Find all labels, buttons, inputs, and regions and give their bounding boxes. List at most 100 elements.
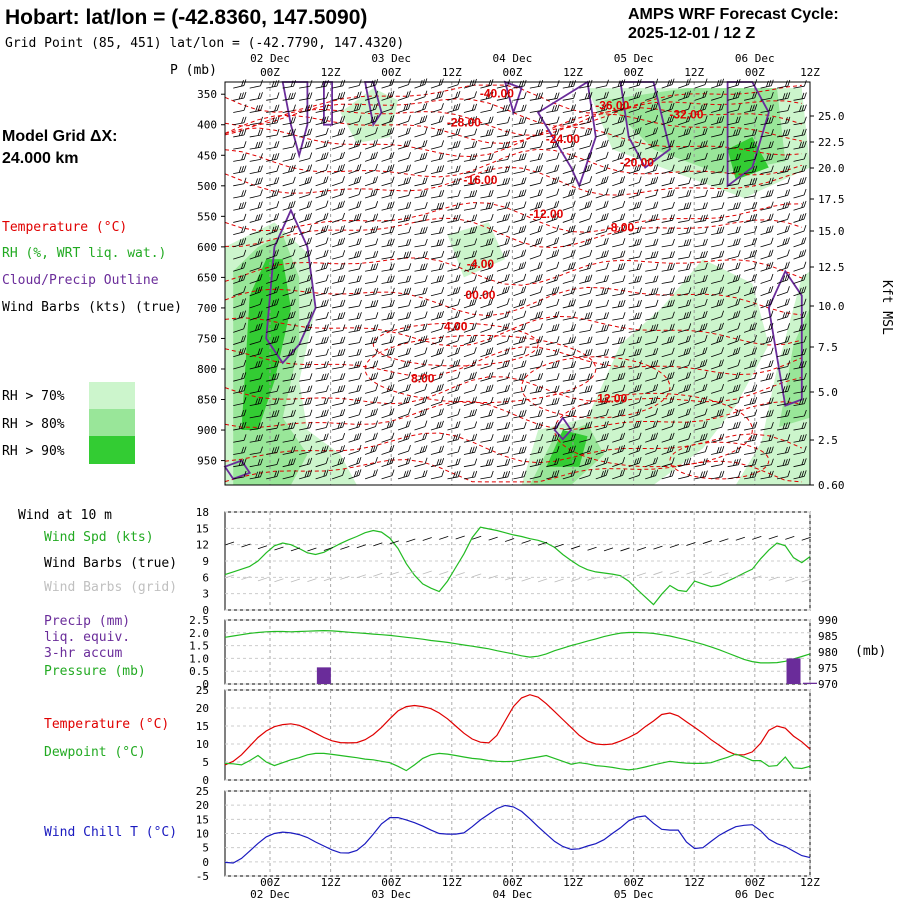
wind-barb-flag xyxy=(787,177,791,184)
wind-barb-882 xyxy=(661,371,675,382)
wind-barb-flag xyxy=(655,359,659,367)
wind-barb-flag xyxy=(290,446,294,453)
wind-barb-353 xyxy=(397,359,411,370)
wind-barb-staff xyxy=(496,415,508,419)
wind-barb-470 xyxy=(463,177,478,187)
wind-barb-staff xyxy=(628,329,640,333)
wind-barb-staff xyxy=(332,414,343,419)
wind-barb-flag xyxy=(342,188,345,195)
wind-barb-817 xyxy=(628,384,642,394)
wind-barb-staff xyxy=(331,206,343,211)
wind-barb-flag xyxy=(669,177,673,184)
wind-barb-flag xyxy=(523,177,527,184)
wind-barb-132 xyxy=(299,80,313,89)
wind-barb-flag xyxy=(359,336,362,343)
wind-barb-473 xyxy=(463,214,478,223)
wind-barb-flag xyxy=(570,116,574,124)
wind-barb-flag xyxy=(638,201,642,208)
wind-barb-flag xyxy=(243,79,247,86)
wind-barb-352 xyxy=(397,347,412,358)
wind-barb-flag xyxy=(392,275,395,282)
wind-barb-flag xyxy=(518,299,522,307)
wind-barb-flag xyxy=(669,470,673,477)
wind-barb-staff xyxy=(430,207,442,211)
wind-barb-flag xyxy=(650,434,654,441)
wind-barb-1098 xyxy=(776,189,791,199)
wind-barb-1050 xyxy=(744,409,758,419)
wind-barb-flag xyxy=(490,384,494,391)
wind-barb-flag xyxy=(704,335,708,342)
wind-barb-flag xyxy=(506,310,510,317)
wind-barb-flag xyxy=(342,469,345,476)
wind-barb-flag xyxy=(702,239,706,246)
wind-barb-flag xyxy=(537,165,541,172)
wind-barb-flag xyxy=(389,128,392,135)
wind-barb-flag xyxy=(721,190,725,197)
wind-barb-342 xyxy=(397,226,412,236)
wind-barb-staff xyxy=(233,122,245,126)
wind-barb-flag xyxy=(768,323,772,330)
wind-barb-staff xyxy=(430,232,442,236)
wind-barb-staff xyxy=(315,403,327,407)
wind-barb-flag xyxy=(653,214,656,221)
wind-barb-flag xyxy=(801,311,805,318)
wind-barb-flag xyxy=(457,153,461,160)
wind-barb-flag xyxy=(787,92,791,99)
wind-barb-staff xyxy=(529,242,541,248)
wind-barb-staff xyxy=(315,329,327,333)
wind-barb-90 xyxy=(266,372,280,382)
top-time-label-4: 00Z xyxy=(502,66,522,79)
wind-barb-flag xyxy=(636,115,640,123)
wind-barb-flag xyxy=(716,410,720,417)
wind-barb-flag xyxy=(554,274,557,282)
wind-barb-staff xyxy=(447,414,459,419)
wind-barb-flag xyxy=(540,458,544,465)
wind-barb-667 xyxy=(562,164,576,174)
wind-barb-flag xyxy=(655,469,659,476)
wind-barb-staff xyxy=(430,426,442,431)
wind-barb-flag xyxy=(424,226,428,233)
wind-barb-flag xyxy=(391,372,395,379)
wind-barb-flag xyxy=(801,348,805,356)
wind-barb-237 xyxy=(348,151,362,162)
wind-barb-flag xyxy=(603,176,607,184)
pressure-tick-350: 350 xyxy=(197,88,217,101)
wind-barb-staff xyxy=(282,218,294,223)
wind-barb-flag xyxy=(539,225,543,232)
wind-barb-staff xyxy=(315,305,327,309)
wind-barb-357 xyxy=(397,408,411,419)
wind-barb-flag xyxy=(408,287,412,294)
chill-tick-0: -5 xyxy=(196,870,209,883)
wind-barb-1034 xyxy=(743,213,758,223)
wind-barb-flag xyxy=(257,459,261,466)
wind-barb-staff xyxy=(760,110,772,113)
wind-barb-staff xyxy=(529,403,541,407)
wind-barb-1113 xyxy=(776,372,791,382)
wind-barb-365 xyxy=(414,102,428,113)
wind-barb-647 xyxy=(546,323,560,333)
wind-barb-158 xyxy=(299,397,313,407)
wind-barb-staff xyxy=(463,121,475,126)
wind-barb-flag xyxy=(634,239,637,246)
wind-barb-flag xyxy=(307,397,310,405)
wind-barb-flag xyxy=(457,371,461,378)
wind-barb-flag xyxy=(260,116,263,123)
wind-barb-flag xyxy=(568,263,571,270)
wind-barb-flag xyxy=(787,385,791,392)
wind-barb-flag xyxy=(688,214,692,221)
wind-barb-596 xyxy=(529,104,544,113)
wind-barb-flag xyxy=(570,262,574,269)
wind-barb-flag xyxy=(556,286,560,293)
wind-barb-flag xyxy=(688,140,692,147)
wind-barb-159 xyxy=(299,409,313,419)
wind-barb-flag xyxy=(686,458,689,465)
wind-barb-staff xyxy=(513,171,525,174)
wind-barb-staff xyxy=(348,109,360,113)
wind-barb-502 xyxy=(480,165,494,174)
grid-barb-22 xyxy=(406,570,416,575)
wind-barb-527 xyxy=(480,470,494,480)
wind-barb-flag xyxy=(375,469,378,476)
wind-barb-flag xyxy=(622,299,626,307)
wind-barb-flag xyxy=(768,471,772,478)
